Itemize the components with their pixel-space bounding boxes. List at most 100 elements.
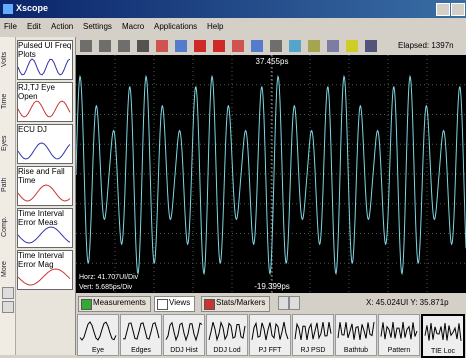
minimize-button[interactable]	[436, 3, 450, 16]
view-label: RJ PSD	[300, 347, 326, 354]
tab-scroll-left[interactable]	[278, 296, 289, 310]
thumbnail-label: Pulsed UI Freq Plots	[18, 41, 72, 59]
view-icon	[208, 320, 246, 342]
view-button[interactable]: TIE Loc	[421, 314, 465, 358]
toolbar-button[interactable]	[99, 40, 111, 52]
view-icon	[380, 321, 418, 340]
menu-item[interactable]: Settings	[83, 22, 112, 31]
side-tab[interactable]: Volts	[1, 51, 8, 67]
thumbnail-graphic	[18, 142, 71, 160]
view-button[interactable]: Edges	[120, 314, 162, 356]
view-label: Eye	[91, 347, 105, 354]
maximize-button[interactable]	[451, 3, 465, 16]
view-label: Bathtub	[343, 347, 369, 354]
cursor-readout: X: 45.024UI Y: 35.871p	[366, 298, 449, 307]
thumbnail-label: RJ,TJ Eye Open	[18, 83, 55, 101]
menu-item[interactable]: Help	[207, 22, 224, 31]
menu-item[interactable]: File	[4, 22, 17, 31]
toolbar-button[interactable]	[289, 40, 301, 52]
menu-item[interactable]: Edit	[27, 22, 41, 31]
scope-display: 37.455ps -19.399ps Horz: 41.707UI/Div Vert:…	[76, 55, 466, 293]
window-title: Xscope	[16, 3, 49, 13]
vertical-scale: Vert: 5.685ps/Div	[79, 284, 133, 291]
toolbar-button[interactable]	[327, 40, 339, 52]
side-tab[interactable]: Time	[1, 93, 8, 109]
side-tab[interactable]: More	[1, 261, 8, 277]
thumbnail-graphic	[18, 100, 71, 118]
tab[interactable]: Measurements	[78, 296, 151, 312]
view-button[interactable]: PJ FFT	[249, 314, 291, 356]
view-button[interactable]: Bathtub	[335, 314, 377, 356]
thumbnail[interactable]: Rise and Fall Time	[17, 166, 73, 206]
thumbnail-graphic	[18, 58, 71, 76]
toolbar-button[interactable]	[137, 40, 149, 52]
toolbar: Elapsed: 1397n	[76, 37, 466, 55]
toolbar-button[interactable]	[365, 40, 377, 52]
toolbar-button[interactable]	[156, 40, 168, 52]
view-label: Edges	[131, 347, 151, 354]
toolbar-button[interactable]	[194, 40, 206, 52]
menu-item[interactable]: Action	[51, 22, 74, 31]
tab-label: Stats/Markers	[216, 298, 266, 307]
thumbnail[interactable]: Time Interval Error Mag	[17, 250, 73, 290]
horizontal-scale: Horz: 41.707UI/Div	[79, 274, 139, 281]
toolbar-button[interactable]	[251, 40, 263, 52]
side-tab[interactable]: Comp.	[1, 216, 8, 238]
thumbnail[interactable]: Time Interval Error Meas	[17, 208, 73, 248]
toolbar-button[interactable]	[232, 40, 244, 52]
tab[interactable]: Stats/Markers	[201, 296, 271, 312]
view-icon	[294, 322, 332, 340]
tab-label: Measurements	[93, 298, 146, 307]
view-button[interactable]: Pattern	[378, 314, 420, 356]
view-icon	[424, 322, 462, 341]
scroll-up[interactable]	[2, 287, 14, 299]
scroll-down[interactable]	[2, 301, 14, 313]
thumbnail[interactable]: Pulsed UI Freq Plots	[17, 40, 73, 80]
app-icon	[3, 4, 13, 14]
bottom-panel: Measurements Views Stats/Markers X: 45.024U…	[76, 294, 466, 358]
toolbar-button[interactable]	[118, 40, 130, 52]
view-label: DDJ Hist	[170, 347, 198, 354]
toolbar-button[interactable]	[213, 40, 225, 52]
top-label: 37.455ps	[256, 57, 289, 66]
side-tab[interactable]: Path	[1, 177, 8, 193]
tab-icon	[157, 299, 168, 310]
view-icon	[165, 321, 203, 342]
thumbnail[interactable]: RJ,TJ Eye Open	[17, 82, 73, 122]
view-icon	[79, 321, 117, 341]
tab[interactable]: Views	[154, 296, 196, 312]
view-button[interactable]: DDJ Lod	[206, 314, 248, 356]
side-tab[interactable]: Eyes	[1, 135, 8, 151]
tab-scroll-right[interactable]	[289, 296, 300, 310]
bottom-label: -19.399ps	[254, 282, 290, 291]
menu-item[interactable]: Macro	[122, 22, 145, 31]
menu-bar: File Edit Action Settings Macro Applications H…	[0, 19, 466, 35]
view-icon	[122, 321, 160, 340]
thumbnail-label: Rise and Fall Time	[18, 167, 65, 185]
menu-item[interactable]: Applications	[154, 22, 198, 31]
toolbar-button[interactable]	[308, 40, 320, 52]
view-button[interactable]: RJ PSD	[292, 314, 334, 356]
tab-label: Views	[169, 298, 191, 307]
toolbar-button[interactable]	[346, 40, 358, 52]
thumbnail-graphic	[18, 226, 71, 244]
left-panel: Volts Time Eyes Path Comp. More Pulsed UI Freq…	[0, 37, 76, 355]
view-button[interactable]: DDJ Hist	[163, 314, 205, 356]
thumbnail[interactable]: ECU DJ	[17, 124, 73, 164]
title-bar: Xscope	[0, 0, 466, 18]
side-tab-strip	[0, 37, 16, 355]
view-icon	[251, 321, 289, 341]
thumbnail-label: Time Interval Error Mag	[18, 251, 64, 269]
thumbnail-graphic	[18, 268, 71, 286]
toolbar-button[interactable]	[80, 40, 92, 52]
thumbnail-graphic	[18, 184, 71, 202]
view-button[interactable]: Eye	[77, 314, 119, 356]
tab-icon	[204, 299, 215, 310]
toolbar-button[interactable]	[175, 40, 187, 52]
toolbar-button[interactable]	[270, 40, 282, 52]
waveform	[76, 74, 466, 276]
thumbnail-label: Time Interval Error Meas	[18, 209, 64, 227]
elapsed-time: Elapsed: 1397n	[398, 41, 454, 50]
view-icon	[337, 322, 375, 340]
